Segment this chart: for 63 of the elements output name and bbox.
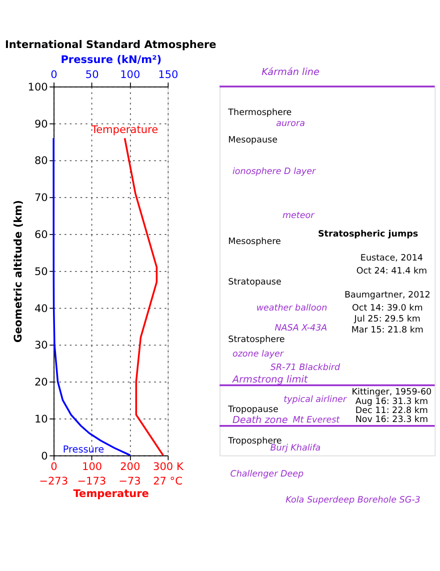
text: Mar 15: 21.8 km [351, 326, 424, 336]
y-tick-label: 10 [34, 413, 48, 426]
text: Troposphere [227, 436, 282, 446]
text: meteor [282, 211, 316, 222]
text: NASA X-43A [274, 324, 328, 334]
y-tick-label: 50 [34, 266, 48, 278]
text: −173 [77, 475, 106, 488]
text: Jul 25: 29.5 km [353, 314, 420, 325]
text: ozone layer [232, 350, 285, 360]
text: −73 [118, 475, 141, 488]
text: Burj Khalifa [270, 444, 321, 454]
x-axis-title: Temperature [73, 488, 149, 500]
text: ionosphere D layer [232, 166, 317, 177]
text: weather balloon [256, 303, 328, 314]
x2-tick-label: 0 [50, 69, 58, 82]
text: Thermosphere [227, 108, 292, 118]
series-label: Temperature [90, 124, 158, 136]
y-tick-label: 0 [41, 450, 48, 462]
chart-title: International Standard Atmosphere [5, 38, 216, 51]
y-tick-label: 70 [34, 192, 48, 204]
y-tick-label: 40 [34, 302, 48, 315]
text: Kola Superdeep Borehole SG-3 [286, 495, 421, 506]
x2-tick-label: 50 [85, 69, 99, 82]
x-tick-label: 100 [82, 460, 102, 473]
text: Stratospheric jumps [318, 230, 418, 240]
y-tick-label: 80 [34, 155, 48, 168]
text: Stratosphere [228, 334, 285, 345]
text: Oct 24: 41.4 km [356, 266, 428, 277]
line-series [124, 137, 164, 456]
text: Challenger Deep [230, 469, 304, 480]
text: Oct 14: 39.0 km [352, 303, 423, 314]
text: Dec 11: 22.8 km [355, 406, 428, 416]
y-tick-label: 30 [34, 340, 48, 352]
series-label: Pressure [62, 444, 104, 456]
y-tick-label: 20 [34, 376, 48, 389]
x2-tick-label: 150 [158, 69, 178, 82]
text: Aug 16: 31.3 km [355, 396, 428, 407]
text: Mesopause [228, 136, 278, 146]
text: SR-71 Blackbird [270, 363, 340, 374]
text: Nov 16: 23.3 km [355, 415, 428, 426]
y-tick-label: 100 [28, 81, 48, 94]
x-tick-label: 0 [50, 460, 58, 473]
text: 27 °C [153, 475, 182, 488]
x2-axis-title: Pressure (kN/m²) [60, 54, 162, 66]
y-tick-label: 60 [34, 229, 48, 242]
text: typical airliner [284, 394, 348, 405]
x2-tick-label: 100 [120, 69, 140, 82]
y-tick-label: 90 [34, 118, 48, 130]
text: Baumgartner, 2012 [344, 290, 430, 301]
text: aurora [276, 119, 306, 130]
x-tick-label: 300 K [153, 460, 184, 473]
text: Mesosphere [228, 237, 281, 248]
y-axis-title: Geometric altitude (km) [12, 200, 25, 343]
x-tick-label: 200 [120, 460, 140, 473]
text: Mt Everest [292, 416, 340, 426]
text: −273 [39, 475, 68, 488]
ref-line-label: Kármán line [262, 67, 320, 78]
text: Tropopause [227, 404, 278, 415]
ref-line-label: Armstrong limit [231, 374, 309, 386]
text: Stratopause [228, 278, 282, 288]
text: Kittinger, 1959-60 [352, 388, 432, 398]
text: Eustace, 2014 [360, 254, 424, 264]
ref-line-label: Death zone [232, 415, 288, 426]
